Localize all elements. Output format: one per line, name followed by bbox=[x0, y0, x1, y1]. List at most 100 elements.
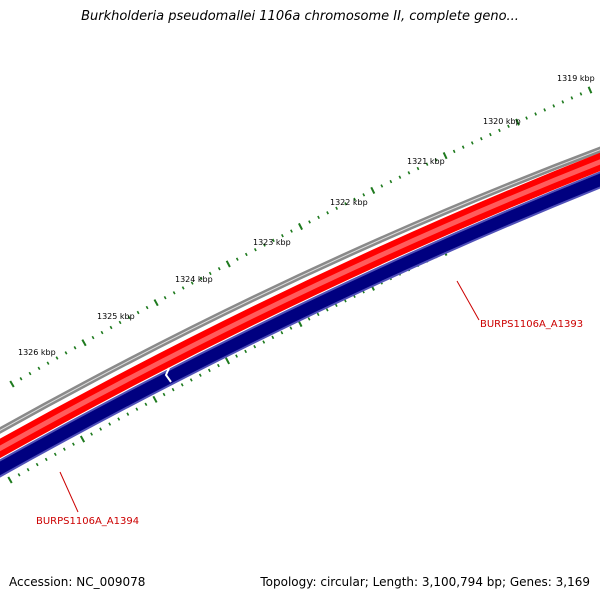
outer-tick bbox=[46, 361, 50, 365]
inner-tick bbox=[53, 452, 57, 456]
outer-tick bbox=[37, 366, 41, 371]
map-title: Burkholderia pseudomallei 1106a chromoso… bbox=[81, 9, 519, 24]
outer-tick bbox=[389, 179, 393, 184]
outer-tick bbox=[290, 229, 293, 233]
outer-tick bbox=[362, 193, 366, 197]
outer-tick-marks bbox=[9, 86, 593, 388]
outer-tick bbox=[353, 197, 357, 202]
ruler-labels: 1319 kbp 1320 kbp 1321 kbp 1322 kbp 1323… bbox=[18, 74, 595, 357]
inner-tick bbox=[7, 476, 13, 484]
inner-tick bbox=[152, 395, 158, 403]
outer-tick bbox=[552, 104, 556, 108]
outer-tick bbox=[145, 305, 149, 310]
outer-tick bbox=[272, 238, 275, 243]
inner-tick bbox=[144, 402, 148, 406]
outer-tick bbox=[326, 211, 329, 215]
outer-tick bbox=[525, 116, 528, 120]
feature-tracks bbox=[0, 146, 600, 478]
outer-tick bbox=[28, 371, 32, 376]
gene-label-a1393[interactable]: BURPS1106A_A1393 bbox=[480, 319, 583, 330]
ruler-label-1323: 1323 kbp bbox=[253, 238, 291, 247]
inner-tick bbox=[44, 457, 48, 462]
inner-tick bbox=[217, 363, 220, 368]
accession-text: Accession: NC_009078 bbox=[9, 575, 146, 589]
outer-tick bbox=[380, 184, 384, 188]
outer-tick bbox=[570, 96, 574, 100]
outer-tick bbox=[344, 202, 348, 206]
outer-tick bbox=[190, 281, 194, 285]
inner-tick bbox=[79, 435, 86, 443]
outer-tick bbox=[118, 320, 122, 325]
gene-label-leader-a1393 bbox=[456, 280, 480, 321]
ruler-label-1326: 1326 kbp bbox=[18, 348, 56, 357]
gene-boundary-marker bbox=[164, 367, 172, 383]
ruler-label-1322: 1322 kbp bbox=[330, 198, 368, 207]
inner-tick bbox=[135, 407, 139, 411]
outer-tick bbox=[498, 128, 501, 133]
outer-tick bbox=[298, 222, 303, 231]
gene-label-group-a1393[interactable]: BURPS1106A_A1393 bbox=[456, 280, 583, 330]
outer-tick bbox=[561, 100, 565, 104]
outer-tick bbox=[127, 315, 131, 320]
outer-tick bbox=[587, 86, 593, 94]
outer-tick bbox=[81, 339, 87, 347]
inner-tick bbox=[307, 317, 311, 321]
outer-tick bbox=[55, 356, 59, 360]
outer-tick bbox=[515, 118, 520, 126]
forward-gene-highlight bbox=[0, 159, 600, 452]
outer-tick bbox=[100, 330, 104, 335]
inner-tick bbox=[325, 308, 329, 312]
outer-tick bbox=[452, 149, 456, 154]
outer-tick bbox=[507, 124, 510, 128]
outer-tick bbox=[407, 171, 411, 175]
outer-tick bbox=[398, 175, 402, 179]
inner-tick bbox=[271, 335, 275, 340]
inner-tick bbox=[117, 417, 121, 421]
outer-tick bbox=[91, 335, 95, 340]
inner-tick bbox=[180, 383, 184, 387]
inner-tick bbox=[224, 357, 231, 365]
outer-tick bbox=[461, 145, 465, 149]
outer-tick bbox=[217, 266, 221, 271]
inner-tick bbox=[99, 427, 103, 431]
inner-tick bbox=[198, 373, 202, 377]
outer-tick bbox=[281, 234, 284, 238]
inner-tick bbox=[126, 412, 130, 416]
reverse-gene-BURPS1106A_A1394[interactable] bbox=[0, 173, 600, 476]
backbone-track-highlight bbox=[0, 149, 600, 431]
inner-tick bbox=[189, 378, 193, 382]
outer-tick bbox=[308, 220, 311, 224]
outer-tick bbox=[9, 380, 15, 388]
outer-tick bbox=[534, 112, 537, 116]
outer-tick bbox=[19, 377, 23, 381]
genome-summary-text: Topology: circular; Length: 3,100,794 bp… bbox=[260, 575, 590, 589]
outer-tick bbox=[172, 291, 176, 295]
inner-tick bbox=[162, 392, 166, 397]
outer-tick bbox=[109, 325, 113, 330]
gene-label-a1394[interactable]: BURPS1106A_A1394 bbox=[36, 516, 139, 527]
ruler-label-1319: 1319 kbp bbox=[557, 74, 595, 83]
gene-label-group-a1394[interactable]: BURPS1106A_A1394 bbox=[36, 471, 139, 527]
outer-tick bbox=[425, 162, 429, 166]
inner-tick bbox=[253, 345, 257, 349]
outer-tick bbox=[235, 257, 239, 261]
outer-tick bbox=[244, 252, 248, 257]
outer-tick bbox=[335, 206, 339, 210]
inner-tick bbox=[90, 432, 93, 436]
outer-tick bbox=[181, 286, 185, 290]
outer-tick bbox=[64, 351, 68, 355]
inner-tick bbox=[334, 303, 338, 307]
inner-tick bbox=[289, 326, 293, 330]
outer-tick bbox=[479, 137, 483, 141]
inner-tick bbox=[244, 349, 248, 354]
outer-tick bbox=[470, 141, 474, 145]
ruler-label-1324: 1324 kbp bbox=[175, 275, 213, 284]
inner-tick bbox=[316, 312, 320, 317]
inner-tick bbox=[26, 467, 30, 472]
outer-tick bbox=[579, 92, 583, 96]
outer-tick bbox=[262, 243, 266, 247]
outer-tick bbox=[136, 310, 140, 315]
outer-tick bbox=[317, 215, 320, 220]
